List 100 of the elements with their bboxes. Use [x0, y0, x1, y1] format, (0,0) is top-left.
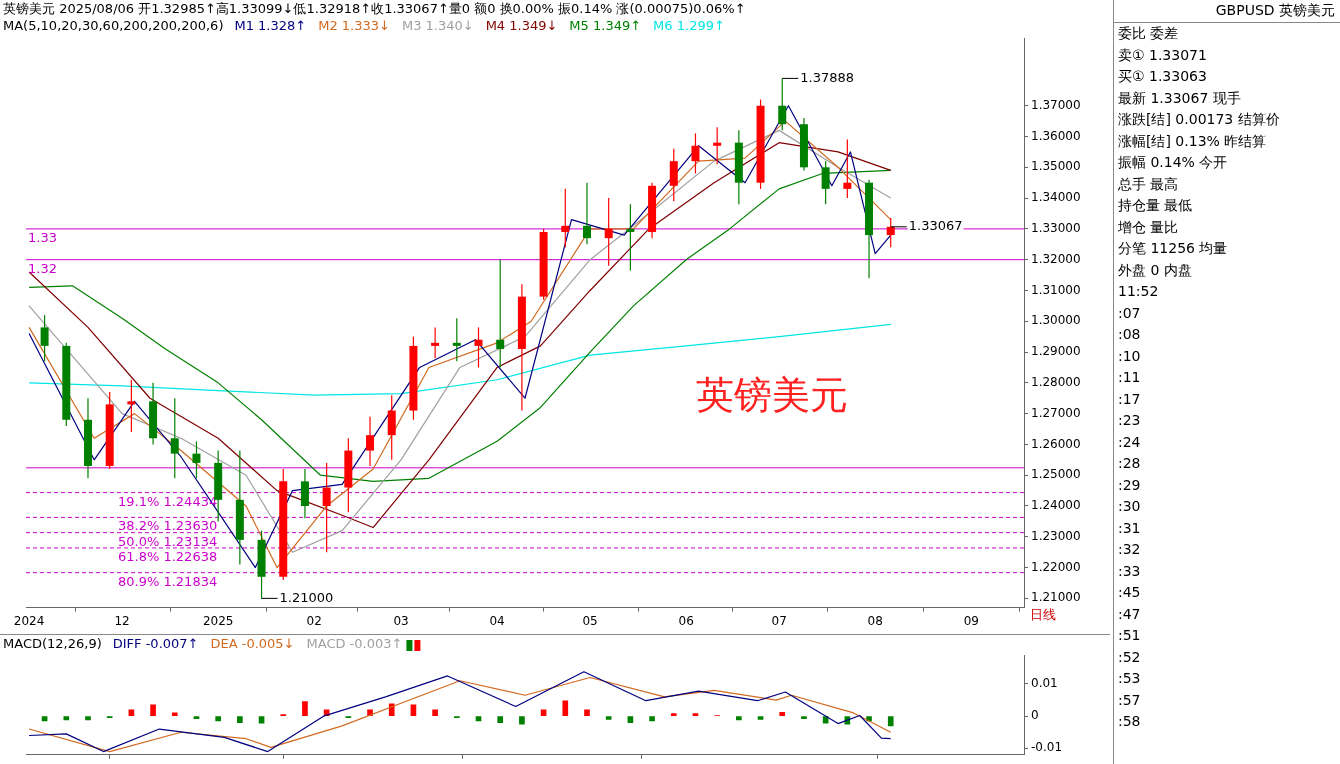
candlestick — [127, 379, 136, 433]
y-tick-label: 0 — [1031, 708, 1039, 723]
text: M3 1.340↓ — [401, 17, 474, 33]
legend-label: MACD -0.003↑ — [306, 635, 403, 651]
bar — [171, 712, 178, 716]
text: 增仓 量比 — [1117, 217, 1180, 237]
y-tick-label: 1.28000 — [1031, 374, 1081, 389]
text: :58 — [1117, 712, 1142, 731]
bar — [562, 700, 569, 716]
text: DIFF -0.007↑ — [112, 635, 199, 651]
bar — [584, 709, 590, 716]
candlestick — [713, 126, 722, 165]
y-tick-label: 0.01 — [1031, 676, 1058, 691]
y-tick-label: 1.31000 — [1031, 282, 1081, 297]
x-tick-label: 09 — [963, 613, 979, 628]
ref-line-label: 1.33 — [28, 229, 57, 245]
text: 总手 最高 — [1117, 174, 1180, 194]
annotation: 1.37888 — [800, 69, 855, 85]
text: 卖① 1.33071 — [1117, 45, 1208, 65]
bar — [801, 716, 807, 720]
y-tick-label: 1.33000 — [1031, 221, 1081, 236]
x-tick-label: 02 — [306, 613, 322, 628]
x-tick-label: 07 — [771, 613, 787, 628]
text: 分笔 11256 均量 — [1117, 239, 1229, 258]
candlestick — [626, 203, 635, 272]
bar — [540, 709, 547, 716]
bar — [302, 701, 308, 716]
bar — [670, 713, 677, 716]
x-tick-label: 04 — [489, 613, 505, 628]
x-tick-label: 06 — [678, 613, 694, 628]
text: :32 — [1117, 540, 1142, 559]
bar — [497, 716, 504, 723]
bar — [432, 709, 438, 716]
text: 委比 委差 — [1117, 24, 1180, 43]
bar — [258, 716, 265, 724]
bar — [627, 716, 634, 723]
bar — [128, 709, 135, 716]
text: M6 1.299↑ — [653, 17, 725, 33]
text: M1 1.328↑ — [234, 17, 307, 33]
x-tick-label: 03 — [393, 613, 409, 628]
chart-subtitle: MA(5,10,20,30,60,200,200,200,6) — [3, 17, 224, 33]
bar — [887, 716, 894, 727]
text: :10 — [1117, 346, 1142, 366]
text: :33 — [1117, 561, 1142, 581]
candlestick — [366, 416, 375, 467]
y-tick-label: 1.36000 — [1031, 128, 1081, 143]
text: M4 1.349↓ — [485, 17, 558, 33]
y-tick-label: 1.29000 — [1031, 344, 1081, 359]
x-tick-label: 2025 — [202, 613, 234, 628]
text: :29 — [1117, 475, 1142, 495]
bar — [85, 716, 91, 721]
text: 涨跌[结] 0.00173 结算价 — [1117, 110, 1281, 129]
text: :30 — [1117, 497, 1142, 516]
text: :57 — [1117, 690, 1142, 710]
y-tick-label: -0.01 — [1031, 740, 1063, 755]
bar — [215, 716, 221, 722]
x-tick-label: 12 — [114, 613, 130, 628]
ref-line-label: 61.8% 1.22638 — [118, 548, 218, 564]
y-tick-label: 1.32000 — [1031, 251, 1081, 266]
text: 持仓量 最低 — [1117, 196, 1194, 215]
chart-title: MACD(12,26,9) — [3, 635, 102, 651]
y-tick-label: 1.37000 — [1031, 97, 1081, 112]
bar — [519, 716, 525, 725]
text: :17 — [1117, 389, 1142, 409]
x-tick-label: 08 — [867, 613, 883, 628]
text: 买① 1.33063 — [1117, 67, 1208, 86]
annotation: 英镑美元 — [696, 372, 848, 417]
candlestick — [886, 217, 895, 248]
candlestick — [40, 314, 49, 362]
bar — [63, 716, 70, 721]
bar — [649, 716, 655, 722]
text: 涨幅[结] 0.13% 昨结算 — [1117, 131, 1268, 151]
candlestick — [170, 397, 179, 479]
text: 振幅 0.14% 今开 — [1117, 153, 1229, 172]
bar — [605, 716, 612, 720]
text: :11 — [1117, 368, 1142, 387]
candlestick — [192, 440, 201, 479]
text: DEA -0.005↓ — [210, 635, 295, 651]
y-tick-label: 1.23000 — [1031, 528, 1081, 543]
y-tick-label: 1.34000 — [1031, 190, 1081, 205]
y-tick-label: 1.30000 — [1031, 313, 1081, 328]
candlestick — [843, 139, 852, 199]
text: M2 1.333↓ — [318, 17, 390, 33]
bar — [237, 716, 243, 723]
bar — [736, 716, 742, 721]
candlestick — [582, 182, 591, 245]
ref-line-label: 50.0% 1.23134 — [118, 533, 218, 549]
y-tick-label: 1.26000 — [1031, 436, 1081, 451]
y-tick-label: 1.25000 — [1031, 467, 1081, 482]
bar — [692, 713, 699, 716]
annotation: 1.33067 — [908, 218, 963, 234]
ref-line-label: 80.9% 1.21834 — [118, 573, 218, 589]
candlestick — [691, 132, 700, 175]
candlestick — [496, 259, 505, 369]
y-tick-label: 1.22000 — [1031, 559, 1081, 574]
text: :28 — [1117, 454, 1142, 473]
candlestick — [604, 197, 613, 267]
text: 日线 — [1030, 607, 1056, 623]
text: :47 — [1117, 604, 1142, 624]
annotation: 1.21000 — [279, 589, 334, 605]
